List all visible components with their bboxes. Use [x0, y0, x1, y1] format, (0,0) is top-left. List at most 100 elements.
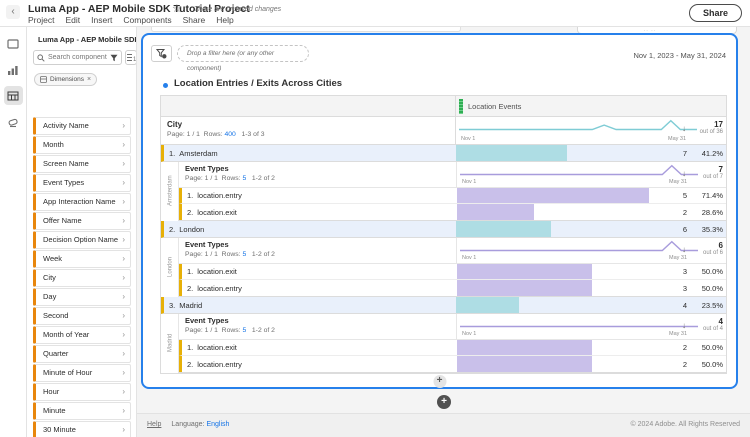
viz-color-dot: [163, 83, 168, 88]
panels-icon[interactable]: [4, 34, 23, 53]
cell-pct: 71.4%: [701, 191, 723, 200]
spark-end-label: May 31: [669, 179, 688, 185]
metric-header-cell[interactable]: Location Events: [456, 96, 726, 116]
rows-value[interactable]: 5: [242, 327, 247, 334]
sort-descending-icon[interactable]: ↓: [682, 169, 686, 178]
sidebar-project-row[interactable]: Luma App - AEP Mobile SDK Tu...: [27, 27, 136, 48]
menu-edit[interactable]: Edit: [65, 15, 81, 25]
sidebar-item-minute-of-hour[interactable]: Minute of Hour ›: [33, 364, 131, 382]
table-row-amsterdam[interactable]: 1. Amsterdam 7 41.2%: [161, 145, 726, 162]
table-row-london[interactable]: 2. London 6 35.3%: [161, 221, 726, 238]
chevron-right-icon[interactable]: ›: [122, 292, 125, 301]
chevron-right-icon[interactable]: ›: [122, 273, 125, 282]
components-icon[interactable]: [3, 86, 23, 105]
sidebar-item-second[interactable]: Second ›: [33, 307, 131, 325]
add-panel-button[interactable]: +: [437, 395, 451, 409]
city-header-cell[interactable]: City Page: 1 / 1 Rows: 400 1-3 of 3: [161, 117, 456, 144]
sidebar-item-app-interaction-name[interactable]: App Interaction Name ›: [33, 193, 131, 211]
sidebar-item-day[interactable]: Day ›: [33, 288, 131, 306]
menu-help[interactable]: Help: [216, 15, 234, 25]
menu-insert[interactable]: Insert: [91, 15, 113, 25]
city-header-row: City Page: 1 / 1 Rows: 400 1-3 of 3 Nov …: [161, 117, 726, 145]
filter-chip-row: Dimensions ×: [27, 65, 136, 88]
page-label: Page: 1 / 1: [185, 251, 218, 258]
sidebar-item-month[interactable]: Month ›: [33, 136, 131, 154]
chevron-right-icon[interactable]: ›: [122, 254, 125, 263]
chevron-right-icon[interactable]: ›: [122, 121, 125, 130]
sidebar-item-city[interactable]: City ›: [33, 269, 131, 287]
sidebar-item-week[interactable]: Week ›: [33, 250, 131, 268]
filter-dropzone[interactable]: Drop a filter here (or any other compone…: [177, 45, 309, 72]
chevron-right-icon[interactable]: ›: [122, 425, 125, 434]
chevron-right-icon[interactable]: ›: [122, 235, 125, 244]
table-row-location-entry[interactable]: 2. location.entry 2 50.0%: [179, 356, 726, 372]
search-input[interactable]: Search component: [33, 50, 122, 65]
sidebar-item-hour[interactable]: Hour ›: [33, 383, 131, 401]
chevron-right-icon[interactable]: ›: [122, 406, 125, 415]
sidebar-item-quarter[interactable]: Quarter ›: [33, 345, 131, 363]
chevron-right-icon[interactable]: ›: [122, 368, 125, 377]
rows-value[interactable]: 5: [242, 251, 247, 258]
menu-components[interactable]: Components: [123, 15, 172, 25]
menu-share[interactable]: Share: [182, 15, 206, 25]
visualizations-icon[interactable]: [4, 60, 23, 79]
table-row-location-entry[interactable]: 2. location.entry 3 50.0%: [179, 280, 726, 296]
share-button[interactable]: Share: [688, 4, 742, 22]
sort-components-button[interactable]: 1: [124, 50, 136, 65]
row-index: 2.: [169, 224, 176, 234]
cell-value: 2: [682, 359, 687, 369]
rows-value[interactable]: 400: [224, 131, 236, 138]
filter-icon-button[interactable]: [151, 45, 172, 62]
breakdown-sparkline-cell: Nov 1 May 31 ↓ 4 out of 4: [457, 314, 726, 339]
sidebar-item-30-minute[interactable]: 30 Minute ›: [33, 421, 131, 437]
chevron-right-icon[interactable]: ›: [122, 216, 125, 225]
sidebar-item-screen-name[interactable]: Screen Name ›: [33, 155, 131, 173]
chevron-right-icon[interactable]: ›: [122, 330, 125, 339]
chevron-right-icon[interactable]: ›: [122, 349, 125, 358]
breakdown-header-cell[interactable]: Event Types Page: 1 / 1 Rows: 5 1-2 of 2: [179, 314, 457, 339]
annotations-icon[interactable]: [4, 112, 23, 131]
chevron-right-icon[interactable]: ›: [122, 140, 125, 149]
chevron-right-icon[interactable]: ›: [122, 159, 125, 168]
sidebar-item-decision-option-name[interactable]: Decision Option Name ›: [33, 231, 131, 249]
dim-label: Decision Option Name: [43, 235, 119, 244]
table-row-location-exit[interactable]: 1. location.exit 3 50.0%: [179, 264, 726, 280]
add-visualization-button[interactable]: +: [433, 375, 446, 388]
chevron-right-icon[interactable]: ›: [122, 178, 125, 187]
selected-panel[interactable]: Drop a filter here (or any other compone…: [141, 33, 738, 389]
filter-funnel-icon[interactable]: [110, 54, 118, 62]
spark-start-label: Nov 1: [462, 179, 477, 185]
sort-descending-icon[interactable]: ↓: [682, 245, 686, 254]
breakdown-header-cell[interactable]: Event Types Page: 1 / 1 Rows: 5 1-2 of 2: [179, 162, 457, 187]
chevron-right-icon[interactable]: ›: [122, 197, 125, 206]
menu-project[interactable]: Project: [28, 15, 55, 25]
sidebar-item-minute[interactable]: Minute ›: [33, 402, 131, 420]
help-link[interactable]: Help: [147, 421, 162, 428]
chip-close-icon[interactable]: ×: [86, 76, 92, 83]
viz-title[interactable]: Location Entries / Exits Across Cities: [174, 78, 343, 89]
table-row-madrid[interactable]: 3. Madrid 4 23.5%: [161, 297, 726, 314]
sidebar-item-activity-name[interactable]: Activity Name ›: [33, 117, 131, 135]
rows-value[interactable]: 5: [242, 175, 247, 182]
table-row-location-entry[interactable]: 1. location.entry 5 71.4%: [179, 188, 726, 204]
value-bar: [456, 297, 520, 313]
breakdown-parent-label: Madrid: [167, 333, 174, 353]
table-row-location-exit[interactable]: 1. location.exit 2 50.0%: [179, 340, 726, 356]
dimensions-filter-chip[interactable]: Dimensions ×: [34, 73, 98, 86]
language-value-link[interactable]: English: [206, 421, 230, 428]
breakdown-header-cell[interactable]: Event Types Page: 1 / 1 Rows: 5 1-2 of 2: [179, 238, 457, 263]
dimension-name: City: [167, 120, 183, 129]
chevron-right-icon[interactable]: ›: [122, 311, 125, 320]
chevron-right-icon[interactable]: ›: [122, 387, 125, 396]
favorite-star-icon[interactable]: ☆: [172, 3, 182, 15]
sidebar-item-event-types[interactable]: Event Types ›: [33, 174, 131, 192]
table-row-location-exit[interactable]: 2. location.exit 2 28.6%: [179, 204, 726, 220]
sidebar-item-offer-name[interactable]: Offer Name ›: [33, 212, 131, 230]
back-button[interactable]: ‹: [6, 5, 20, 19]
sidebar-item-month-of-year[interactable]: Month of Year ›: [33, 326, 131, 344]
spark-end-label: May 31: [668, 136, 687, 142]
sort-descending-icon[interactable]: ↓: [682, 321, 686, 330]
date-range[interactable]: Nov 1, 2023 - May 31, 2024: [633, 51, 726, 60]
sort-descending-icon[interactable]: ↓: [682, 124, 686, 133]
value-bar: [457, 356, 592, 372]
